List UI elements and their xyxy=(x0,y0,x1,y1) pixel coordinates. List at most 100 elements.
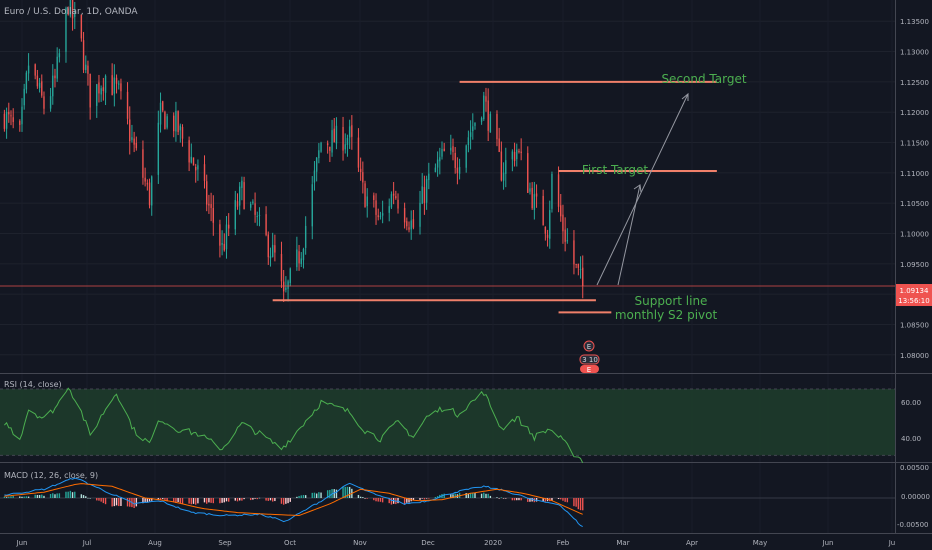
candle-body xyxy=(56,56,58,79)
candle-body xyxy=(496,113,498,140)
candle-body xyxy=(428,173,430,181)
macd-histogram-bar xyxy=(126,498,129,507)
projection-arrow-second[interactable] xyxy=(596,93,689,286)
candle-body xyxy=(390,194,393,208)
macd-histogram-bar xyxy=(527,498,529,502)
macd-histogram-bar xyxy=(221,498,223,503)
candle-body xyxy=(535,193,538,197)
macd-histogram-bar xyxy=(177,498,179,503)
current-price-tag[interactable]: 1.09134 13:56:10 xyxy=(896,284,932,306)
candle-body xyxy=(102,87,105,92)
macd-histogram-bar xyxy=(500,497,503,498)
candle-body xyxy=(566,240,569,242)
event-marker-top[interactable] xyxy=(583,340,595,352)
macd-histogram-bar xyxy=(516,498,518,501)
time-axis-label: Ju xyxy=(888,539,896,547)
support-line-label[interactable]: Support line xyxy=(635,294,708,308)
candle-body xyxy=(287,281,289,289)
candle-body xyxy=(274,245,276,253)
macd-histogram-bar xyxy=(274,498,276,502)
macd-pane[interactable]: MACD (12, 26, close, 9) xyxy=(0,471,895,528)
macd-histogram-bar xyxy=(557,498,560,500)
candle-body xyxy=(27,65,30,74)
monthly-s2-label[interactable]: monthly S2 pivot xyxy=(615,308,718,322)
macd-histogram-bar xyxy=(10,496,12,498)
macd-histogram-bar xyxy=(102,498,105,504)
event-marker-middle[interactable] xyxy=(579,354,600,365)
candle-body xyxy=(406,221,408,227)
time-axis-label: Nov xyxy=(353,539,367,547)
candle-body xyxy=(511,151,514,160)
macd-histogram-bar xyxy=(159,498,162,500)
macd-histogram-bar xyxy=(249,498,252,501)
macd-histogram-bar xyxy=(577,498,580,510)
symbol-title[interactable]: Euro / U.S. Dollar, 1D, OANDA xyxy=(4,7,138,17)
candle-body xyxy=(582,267,584,287)
projection-arrows[interactable] xyxy=(596,92,689,286)
macd-histogram-bar xyxy=(144,498,146,503)
candle-body xyxy=(190,156,193,163)
candle-body xyxy=(223,243,225,251)
macd-histogram-bar xyxy=(5,497,8,498)
candle-body xyxy=(381,213,384,216)
macd-histogram-bar xyxy=(164,498,166,500)
macd-histogram-bar xyxy=(467,493,470,498)
macd-histogram-bar xyxy=(544,498,547,502)
candle-body xyxy=(219,224,221,246)
candle-body xyxy=(551,173,553,209)
macd-histogram-bar xyxy=(135,498,138,507)
macd-histogram-bar xyxy=(238,498,241,501)
candle-body xyxy=(74,13,76,17)
macd-histogram-bar xyxy=(267,498,269,501)
second-target-label[interactable]: Second Target xyxy=(661,72,746,86)
macd-histogram-bar xyxy=(452,494,454,498)
candle-body xyxy=(498,138,500,152)
first-target-label[interactable]: First Target xyxy=(582,163,648,177)
candle-body xyxy=(120,83,122,92)
level-lines[interactable] xyxy=(272,80,717,314)
macd-histogram-bar xyxy=(390,498,393,505)
current-price-tag-box xyxy=(896,284,932,306)
candle-body xyxy=(203,164,206,181)
macd-axis[interactable]: 0.00500 0.00000 -0.00500 xyxy=(897,464,930,529)
time-axis-label: Aug xyxy=(148,539,162,547)
macd-histogram-bar xyxy=(219,498,221,504)
macd-histogram-bar xyxy=(573,498,575,507)
macd-title[interactable]: MACD (12, 26, close, 9) xyxy=(4,471,98,480)
macd-histogram-bar xyxy=(421,498,423,499)
macd-histogram-bar xyxy=(265,498,267,501)
event-marker-bottom[interactable] xyxy=(580,365,599,373)
macd-histogram-bar xyxy=(436,496,439,498)
macd-histogram-bar xyxy=(269,498,272,501)
candle-body xyxy=(85,64,87,70)
macd-histogram-bar xyxy=(320,492,322,498)
candle-body xyxy=(346,138,349,145)
macd-histogram-bar xyxy=(54,494,56,498)
event-markers[interactable]: E 3 10 E xyxy=(579,340,600,374)
rsi-pane[interactable]: RSI (14, close) xyxy=(0,380,895,464)
price-axis-tick: 1.12500 xyxy=(900,79,929,87)
rsi-title[interactable]: RSI (14, close) xyxy=(4,380,62,389)
rsi-axis[interactable]: 60.00 40.00 xyxy=(901,399,921,443)
candle-body xyxy=(234,200,236,230)
candle-body xyxy=(315,157,318,172)
candle-body xyxy=(142,149,144,178)
price-pane[interactable]: Second Target First Target Support line … xyxy=(0,0,895,374)
macd-histogram-bar xyxy=(89,497,91,499)
macd-histogram-bar xyxy=(529,498,531,502)
macd-histogram-bar xyxy=(65,491,67,498)
time-axis-label: May xyxy=(753,539,767,547)
macd-histogram-bar xyxy=(256,498,258,500)
time-axis-label: Jun xyxy=(822,539,834,547)
macd-histogram-bar xyxy=(342,487,344,498)
candle-body xyxy=(238,186,241,206)
macd-histogram-bar xyxy=(408,498,410,503)
candle-body xyxy=(577,263,580,268)
time-axis[interactable]: Jun Jul Aug Sep Oct Nov Dec 2020 Feb Mar Apr May Jun… xyxy=(16,539,896,547)
macd-histogram-bar xyxy=(280,498,283,504)
macd-histogram-bar xyxy=(344,486,346,498)
candle-body xyxy=(408,227,410,230)
candle-body xyxy=(175,110,177,132)
macd-histogram-bar xyxy=(203,498,206,503)
